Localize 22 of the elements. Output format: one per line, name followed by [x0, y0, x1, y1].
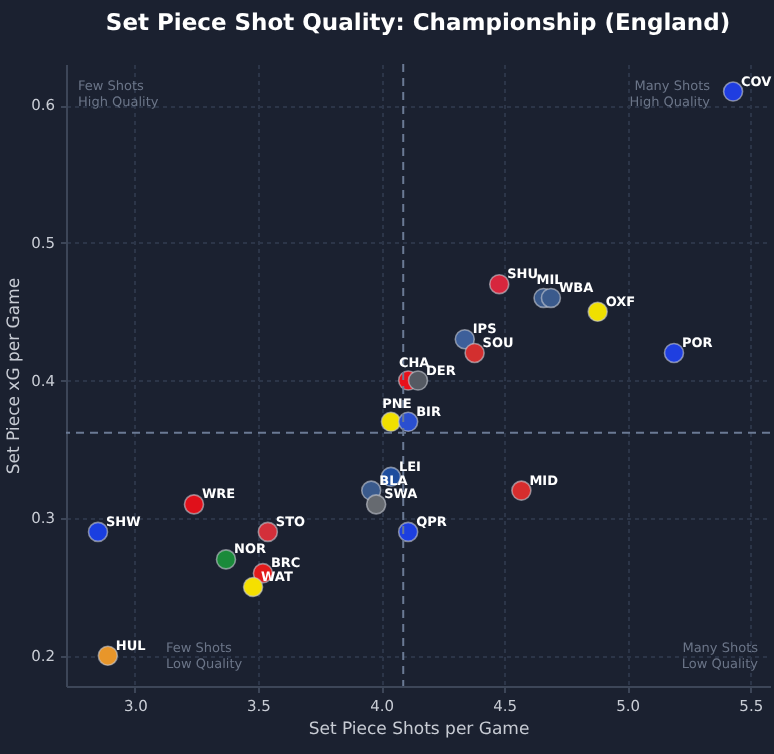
- point: [242, 576, 264, 598]
- point: [397, 521, 419, 543]
- point: [663, 342, 685, 364]
- point: [454, 328, 476, 350]
- point: [183, 494, 205, 515]
- point: [464, 342, 485, 364]
- point: [587, 301, 608, 322]
- y-axis-title: Set Piece xG per Game: [5, 277, 26, 475]
- point: [407, 370, 429, 391]
- point: [215, 549, 237, 570]
- point: [365, 494, 387, 515]
- chart-title: Set Piece Shot Quality: Championship (England): [105, 8, 731, 36]
- point: [397, 411, 419, 433]
- point: [97, 645, 119, 666]
- point: [722, 81, 744, 102]
- point: [540, 287, 562, 309]
- point: [257, 521, 279, 543]
- point: [380, 411, 402, 433]
- point: [488, 273, 510, 295]
- point: [511, 480, 532, 501]
- x-axis-title: Set Piece Shots per Game: [308, 720, 530, 740]
- point: [87, 521, 109, 543]
